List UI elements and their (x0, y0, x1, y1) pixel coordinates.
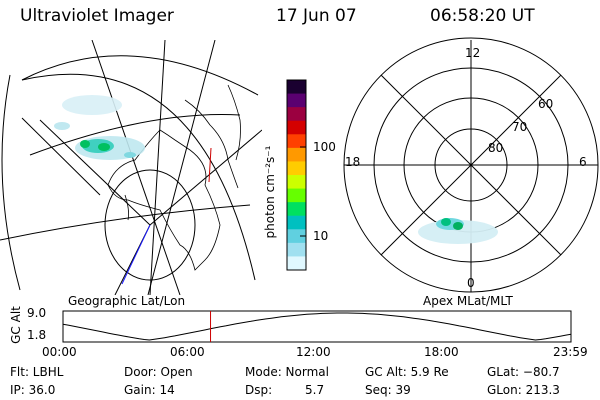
altitude-plot (62, 310, 572, 343)
color-bar-band (287, 242, 306, 257)
alt-plot-ylabel: GC Alt (9, 306, 23, 344)
color-bar (287, 80, 306, 271)
color-bar-band (287, 107, 306, 122)
glon-readout: GLon: 213.3 (487, 383, 560, 397)
color-bar-band (287, 256, 306, 271)
polar-dial (343, 37, 599, 293)
color-bar-band (287, 147, 306, 162)
dsp-value: 5.7 (305, 383, 325, 397)
terminator-line (208, 147, 212, 183)
time-label: 06:58:20 UT (430, 6, 535, 26)
mlat-label-80: 80 (488, 141, 504, 155)
mlt-label-0: 0 (467, 276, 475, 290)
color-tick-label-100: 100 (313, 140, 336, 154)
color-bar-band (287, 120, 306, 135)
alt-tick-00: 00:00 (42, 345, 77, 359)
date-label: 17 Jun 07 (276, 6, 357, 26)
color-bar-band (287, 188, 306, 203)
aurora-emission-left (54, 95, 145, 160)
mlt-label-6: 6 (579, 155, 587, 169)
mlt-label-18: 18 (345, 155, 361, 169)
color-bar-band (287, 134, 306, 149)
gain-readout: Gain: 14 (124, 383, 175, 397)
color-bar-band (287, 202, 306, 217)
instrument-title: Ultraviolet Imager (20, 6, 174, 26)
mlt-label-12: 12 (465, 46, 481, 60)
color-bar-band (287, 80, 306, 95)
alt-plot-ymin: 1.8 (27, 328, 47, 342)
gc-alt-readout: GC Alt: 5.9 Re (365, 365, 449, 379)
mlat-label-70: 70 (512, 120, 528, 134)
color-bar-band (287, 215, 306, 230)
color-bar-frame (286, 79, 307, 271)
color-bar-band (287, 161, 306, 176)
altitude-curve (62, 312, 572, 341)
filter-readout: Flt: LBHL (10, 365, 64, 379)
mlat-label-60: 60 (538, 97, 554, 111)
orbit-track-line (121, 224, 151, 285)
mode-readout: Mode: Normal (245, 365, 329, 379)
door-readout: Door: Open (124, 365, 193, 379)
color-bar-band (287, 93, 306, 108)
glat-readout: GLat: −80.7 (487, 365, 560, 379)
alt-tick-2359: 23:59 (553, 345, 588, 359)
color-bar-unit-label: photon cm⁻²s⁻¹ (263, 145, 277, 239)
ip-readout: IP: 36.0 (10, 383, 56, 397)
dsp-label: Dsp: (245, 383, 273, 397)
alt-tick-12: 12:00 (296, 345, 331, 359)
alt-tick-06: 06:00 (170, 345, 205, 359)
alt-plot-ymax: 9.0 (27, 306, 47, 320)
color-bar-band (287, 229, 306, 244)
magnetic-panel-label: Apex MLat/MLT (423, 294, 513, 308)
geographic-panel-label: Geographic Lat/Lon (68, 294, 186, 308)
seq-readout: Seq: 39 (365, 383, 411, 397)
alt-tick-18: 18:00 (424, 345, 459, 359)
aurora-emission-right (418, 218, 498, 244)
geographic-map (0, 40, 262, 295)
color-bar-band (287, 175, 306, 190)
color-tick-label-10: 10 (313, 229, 329, 243)
